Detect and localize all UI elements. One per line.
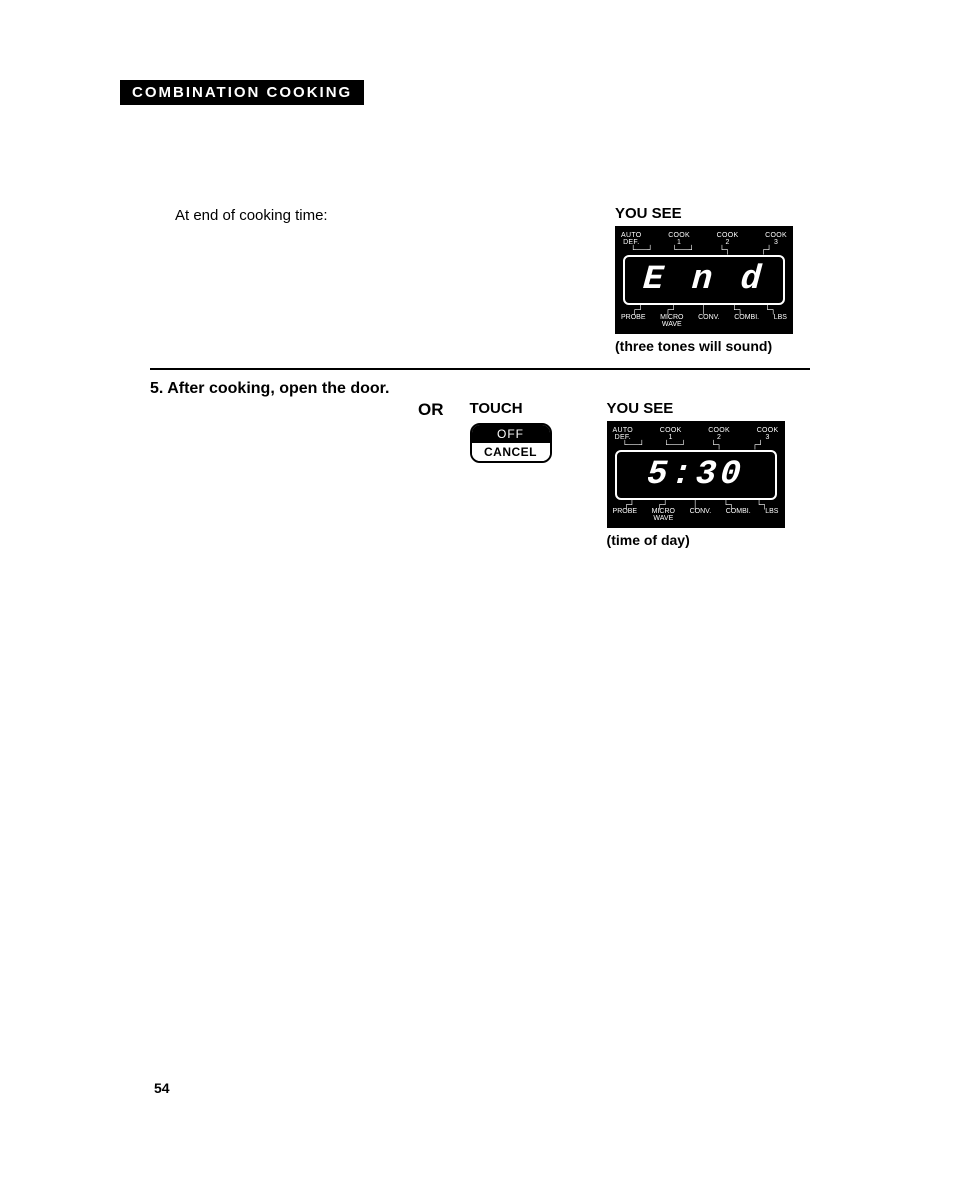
top-label-cook1: COOK1 bbox=[668, 232, 690, 246]
bot-label-combi: COMBI. bbox=[734, 314, 759, 328]
screen-end: E n d bbox=[623, 255, 785, 305]
section-header: COMBINATION COOKING bbox=[120, 80, 364, 105]
top-label-autodef: AUTODEF. bbox=[621, 232, 642, 246]
you-see-label-2: YOU SEE bbox=[607, 400, 820, 417]
end-of-cooking-text: At end of cooking time: bbox=[120, 205, 615, 224]
bot-label-lbs: LBS bbox=[774, 314, 787, 328]
screen-end-text: E n d bbox=[642, 263, 766, 297]
off-cancel-button[interactable]: OFF CANCEL bbox=[470, 423, 552, 463]
caption-time-of-day: (time of day) bbox=[607, 532, 820, 548]
row-end-of-cooking: At end of cooking time: YOU SEE AUTODEF.… bbox=[120, 205, 820, 354]
cancel-label: CANCEL bbox=[472, 443, 550, 461]
touch-label: TOUCH bbox=[470, 400, 567, 417]
top-label-cook3: COOK3 bbox=[765, 232, 787, 246]
or-label: OR bbox=[418, 400, 444, 420]
you-see-label-1: YOU SEE bbox=[615, 205, 835, 222]
bot-label-conv: CONV. bbox=[698, 314, 720, 328]
step-5-title: 5. After cooking, open the door. bbox=[150, 380, 820, 398]
caption-three-tones: (three tones will sound) bbox=[615, 338, 835, 354]
off-label: OFF bbox=[472, 425, 550, 443]
top-label-cook2: COOK2 bbox=[717, 232, 739, 246]
step-5: 5. After cooking, open the door. OR TOUC… bbox=[150, 380, 820, 549]
bot-label-probe: PROBE bbox=[621, 314, 646, 328]
bot-label-microwave: MICROWAVE bbox=[660, 314, 683, 328]
page-number: 54 bbox=[154, 1080, 170, 1096]
screen-time: 5:30 bbox=[615, 450, 777, 500]
bracket-top: └──┘└──┘└┐┌┘ bbox=[619, 246, 789, 253]
display-panel-time: AUTODEF. COOK1 COOK2 COOK3 └──┘└──┘└┐┌┘ … bbox=[607, 421, 785, 529]
screen-time-text: 5:30 bbox=[646, 458, 746, 492]
divider bbox=[150, 368, 810, 370]
display-panel-end: AUTODEF. COOK1 COOK2 COOK3 └──┘└──┘└┐┌┘ … bbox=[615, 226, 793, 334]
